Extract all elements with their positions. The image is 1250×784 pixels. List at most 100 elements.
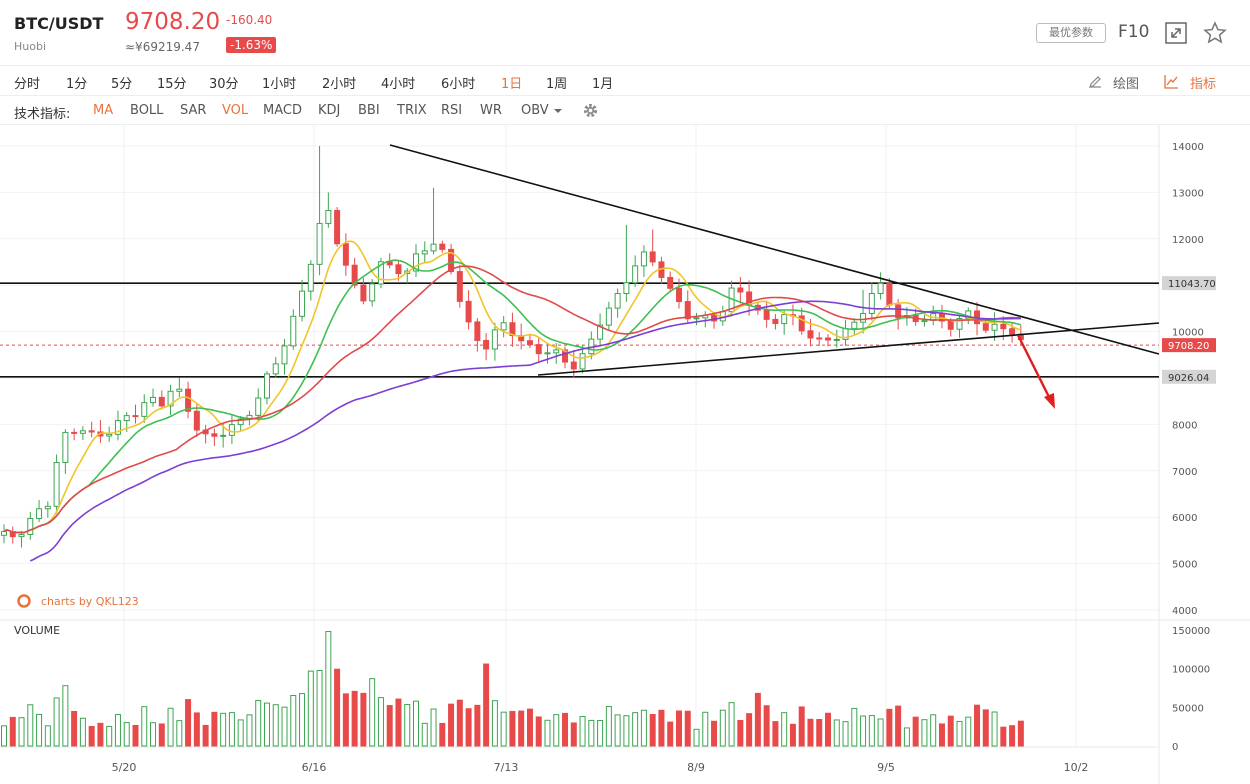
volume-bar [877,718,884,747]
tf-tab-6h[interactable]: 6小时 [441,77,476,92]
volume-bar [667,721,674,747]
volume-bar [386,705,393,747]
f10-button[interactable]: F10 [1118,22,1150,42]
candle-body [167,390,174,407]
volume-bar [526,708,533,747]
volume-ticks: 0 50000 100000 150000 [1172,626,1210,753]
candle-body [816,337,823,340]
ind-boll[interactable]: BOLL [130,103,164,118]
ind-trix[interactable]: TRIX [397,103,427,118]
ind-ma[interactable]: MA [93,103,114,118]
volume-bar [465,708,472,747]
candle-body [772,318,779,324]
tf-tab-30min[interactable]: 30分 [209,77,239,92]
ind-sar[interactable]: SAR [180,103,207,118]
best-params-button[interactable]: 最优参数 [1036,23,1106,43]
candle-body [605,307,612,326]
chart-area[interactable]: 4000500060007000800090001000011000120001… [0,125,1250,784]
star-icon[interactable] [1203,21,1227,45]
obv-dropdown-icon[interactable] [553,107,563,115]
volume-bar [404,704,411,747]
tf-tab-1min[interactable]: 1分 [66,77,88,92]
volume-bar [255,699,262,747]
volume-bar [448,703,455,747]
candle-body [825,337,832,341]
candle-body [886,282,893,306]
draw-button[interactable]: 绘图 [1113,77,1140,92]
candle-body [860,312,867,323]
tf-tab-2h[interactable]: 2小时 [322,77,357,92]
volume-bar [930,714,937,747]
volume-bar [237,719,244,747]
tf-tab-minute[interactable]: 分时 [14,77,41,92]
ind-rsi[interactable]: RSI [441,103,463,118]
volume-title: VOLUME [14,624,60,637]
candle-body [509,322,516,337]
volume-bar [158,723,165,747]
volume-bar [982,709,989,747]
ind-macd[interactable]: MACD [263,103,302,118]
candle-body [562,349,569,363]
fullscreen-icon[interactable] [1164,21,1188,45]
indicator-button[interactable]: 指标 [1190,77,1217,92]
volume-bar [342,693,349,747]
volume-bar [974,704,981,747]
candle-body [491,329,498,350]
exchange-name: Huobi [14,40,47,53]
candle-body [474,321,481,341]
indicator-chart-icon[interactable] [1164,74,1179,89]
volume-bar [816,719,823,747]
volume-bar [544,719,551,747]
volume-bar [956,720,963,747]
price-tick-label: 13000 [1172,188,1204,199]
tf-tab-1d[interactable]: 1日 [501,77,523,92]
ind-vol[interactable]: VOL [222,103,249,118]
breakdown-arrow-line [1016,334,1054,404]
candle-body [123,415,130,422]
candle-body [88,430,95,433]
volume-bar [903,727,910,747]
horizontal-levels [0,282,1159,378]
candle-body [526,340,533,346]
candle-body [342,243,349,266]
tf-tab-15min[interactable]: 15分 [157,77,187,92]
ind-wr[interactable]: WR [480,103,502,118]
price-label-text: 9026.04 [1168,373,1209,384]
gear-icon[interactable] [582,102,599,119]
volume-bar [474,704,481,747]
volume-bar [369,678,376,747]
ma-line-mid [3,259,1022,534]
tf-tab-1w[interactable]: 1周 [546,77,568,92]
volume-bar [202,724,209,747]
candle-body [544,352,551,355]
ind-obv[interactable]: OBV [521,103,549,118]
candle-body [360,284,367,302]
candle-body [237,418,244,426]
candle-body [272,363,279,375]
ind-kdj[interactable]: KDJ [318,103,341,118]
tf-tab-1m[interactable]: 1月 [592,77,614,92]
tf-tab-1h[interactable]: 1小时 [262,77,297,92]
volume-bar [193,712,200,747]
volume-bar [597,720,604,747]
volume-bar [71,710,78,747]
pencil-icon[interactable] [1088,74,1103,89]
candle-body [255,397,262,416]
candle-body [675,287,682,303]
volume-bar [290,694,297,747]
tf-tab-4h[interactable]: 4小时 [381,77,416,92]
date-tick-label: 7/13 [494,761,519,774]
volume-bar [483,663,490,747]
timeframe-bar: 分时 1分 5分 15分 30分 1小时 2小时 4小时 6小时 1日 1周 1… [0,66,1250,96]
volume-bars [1,631,1024,747]
volume-bar [360,692,367,747]
price-label-box [1162,338,1216,353]
tf-tab-5min[interactable]: 5分 [111,77,133,92]
volume-bar [53,697,60,747]
candle-body [448,248,455,273]
volume-bar [176,720,183,747]
qkl-logo-icon [17,594,31,608]
volume-bar [693,728,700,747]
ind-bbi[interactable]: BBI [358,103,380,118]
candle-body [62,431,69,463]
